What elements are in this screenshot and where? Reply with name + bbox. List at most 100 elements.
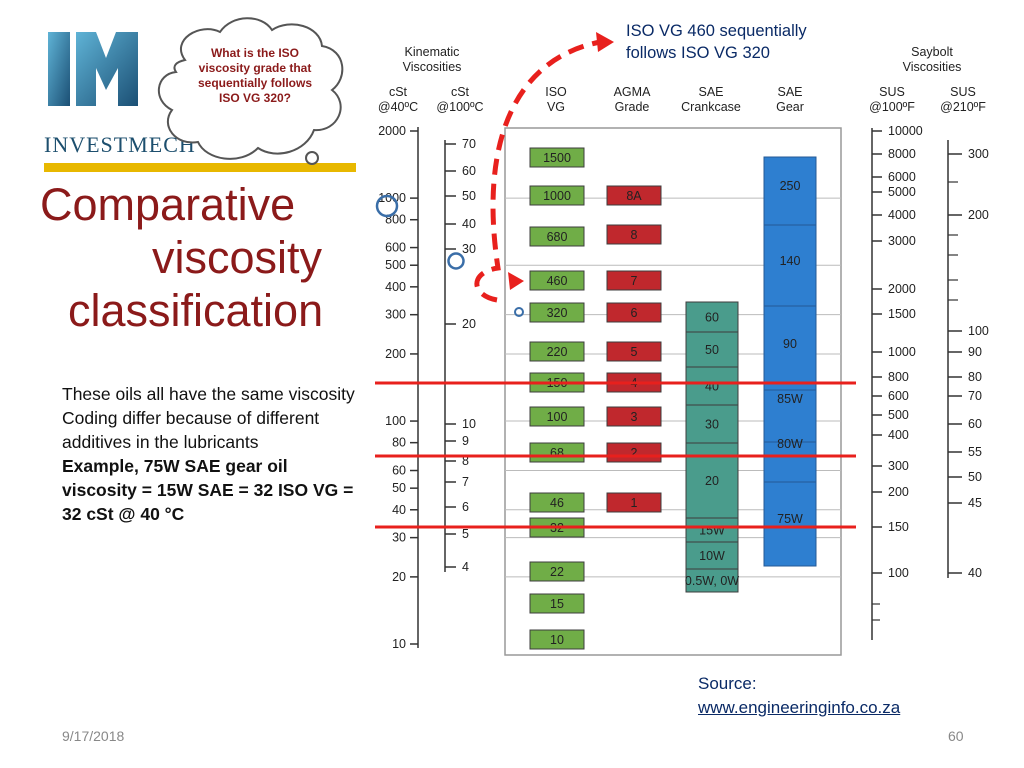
header-sae-gear-2: Gear <box>776 100 804 114</box>
agma-3-box <box>606 406 662 427</box>
sus210-tick-label: 50 <box>968 470 982 484</box>
header-sae-crankcase-1: SAE <box>698 85 723 99</box>
footer-page-number: 60 <box>948 728 964 744</box>
header-sae-gear-1: SAE <box>777 85 802 99</box>
iso-vg-22: 22 <box>529 561 585 582</box>
cst40-tick-label: 60 <box>392 464 406 478</box>
header-saybolt-2: Viscosities <box>903 60 962 74</box>
sus210-tick-label: 60 <box>968 417 982 431</box>
iso-vg-1000: 1000 <box>529 185 585 206</box>
sus210-tick-label: 55 <box>968 445 982 459</box>
sae-crankcase-10W-box <box>685 541 739 570</box>
logo-wordmark: INVESTMECH <box>44 132 196 157</box>
sae-gear-90: 90 <box>763 305 817 391</box>
header-iso-1: ISO <box>545 85 567 99</box>
sae-gear-140-box <box>763 224 817 307</box>
agma-8: 8 <box>606 224 662 245</box>
sus100-tick-label: 500 <box>888 408 909 422</box>
footer-date: 9/17/2018 <box>62 728 125 744</box>
cst100-tick-label: 60 <box>462 164 476 178</box>
marker-circle-small <box>514 307 524 317</box>
sae-gear-90-label: 90 <box>783 337 797 351</box>
cst100-tick-label: 20 <box>462 317 476 331</box>
sus100-tick-label: 1500 <box>888 307 916 321</box>
agma-3-label: 3 <box>631 410 638 424</box>
agma-5: 5 <box>606 341 662 362</box>
agma-8A: 8A <box>606 185 662 206</box>
sus100-tick-label: 100 <box>888 566 909 580</box>
iso-vg-1500-label: 1500 <box>543 151 571 165</box>
iso-vg-680: 680 <box>529 226 585 247</box>
note-line-3: Example, 75W SAE gear oil viscosity = 15… <box>62 456 354 524</box>
agma-1: 1 <box>606 492 662 513</box>
header-kinematic-1: Kinematic <box>405 45 460 59</box>
sus210-tick-label: 40 <box>968 566 982 580</box>
sus100-tick-label: 10000 <box>888 124 923 138</box>
iso-vg-100-box <box>529 406 585 427</box>
sae-crankcase-40: 40 <box>685 366 739 406</box>
iso-vg-220-label: 220 <box>547 345 568 359</box>
cst40-tick-label: 10 <box>392 637 406 651</box>
sae-crankcase-10W-label: 10W <box>699 549 725 563</box>
iso-vg-22-label: 22 <box>550 565 564 579</box>
iso-vg-10: 10 <box>529 629 585 650</box>
sus210-tick-label: 45 <box>968 496 982 510</box>
iso-vg-100: 100 <box>529 406 585 427</box>
header-sus100-2: @100ºF <box>869 100 915 114</box>
sae-gear-75W-label: 75W <box>777 512 803 526</box>
iso-vg-680-label: 680 <box>547 230 568 244</box>
sae-gear-85W-label: 85W <box>777 392 803 406</box>
sae-crankcase-50-label: 50 <box>705 343 719 357</box>
header-sus100-1: SUS <box>879 85 905 99</box>
sae-crankcase-30-label: 30 <box>705 418 719 432</box>
sus100-tick-label: 8000 <box>888 147 916 161</box>
note-line-1: These oils all have the same viscosity <box>62 384 355 404</box>
header-sus210-2: @210ºF <box>940 100 986 114</box>
sae-gear-250-label: 250 <box>780 179 801 193</box>
agma-5-box <box>606 341 662 362</box>
agma-2: 2 <box>606 442 662 463</box>
cst100-tick-label: 10 <box>462 417 476 431</box>
iso-vg-1500-box <box>529 147 585 168</box>
iso-vg-100-label: 100 <box>547 410 568 424</box>
cst100-tick-label: 30 <box>462 242 476 256</box>
sus100-tick-label: 2000 <box>888 282 916 296</box>
iso-vg-1000-label: 1000 <box>543 189 571 203</box>
header-cst100-2: @100ºC <box>436 100 483 114</box>
sae-gear-140-label: 140 <box>780 254 801 268</box>
cst100-tick-label: 40 <box>462 217 476 231</box>
sae-crankcase-20: 20 <box>685 442 739 519</box>
title-line-2: viscosity <box>152 232 323 283</box>
agma-5-label: 5 <box>631 345 638 359</box>
marker-circle-large <box>375 194 399 218</box>
title-underline-bar <box>44 163 356 172</box>
agma-8-box <box>606 224 662 245</box>
sae-crankcase-15W: 15W <box>685 517 739 543</box>
chart-frame <box>504 127 842 656</box>
note-line-2: Coding differ because of different addit… <box>62 408 320 452</box>
agma-6: 6 <box>606 302 662 323</box>
iso-vg-220: 220 <box>529 341 585 362</box>
agma-7-box <box>606 270 662 291</box>
iso-vg-460-box <box>529 270 585 291</box>
source-link[interactable]: www.engineeringinfo.co.za <box>698 698 901 717</box>
cst40-tick-label: 30 <box>392 531 406 545</box>
sae-crankcase-05W0W: 0.5W, 0W <box>685 568 739 593</box>
header-sae-crankcase-2: Crankcase <box>681 100 741 114</box>
source-citation: Source: www.engineeringinfo.co.za <box>698 672 900 720</box>
sus100-tick-label: 300 <box>888 459 909 473</box>
iso-vg-220-box <box>529 341 585 362</box>
iso-vg-68: 68 <box>529 442 585 463</box>
sae-crankcase-05W0W-box <box>685 568 739 593</box>
header-agma-2: Grade <box>615 100 650 114</box>
sae-gear-250: 250 <box>763 156 817 226</box>
cst100-tick-label: 9 <box>462 434 469 448</box>
arrowhead-top <box>596 32 614 52</box>
sae-gear-250-box <box>763 156 817 226</box>
cst40-tick-label: 80 <box>392 436 406 450</box>
header-iso-2: VG <box>547 100 565 114</box>
arrowhead-iso-460 <box>508 272 524 290</box>
sae-gear-75W: 75W <box>763 481 817 567</box>
iso-vg-1000-box <box>529 185 585 206</box>
cst100-tick-label: 4 <box>462 560 469 574</box>
